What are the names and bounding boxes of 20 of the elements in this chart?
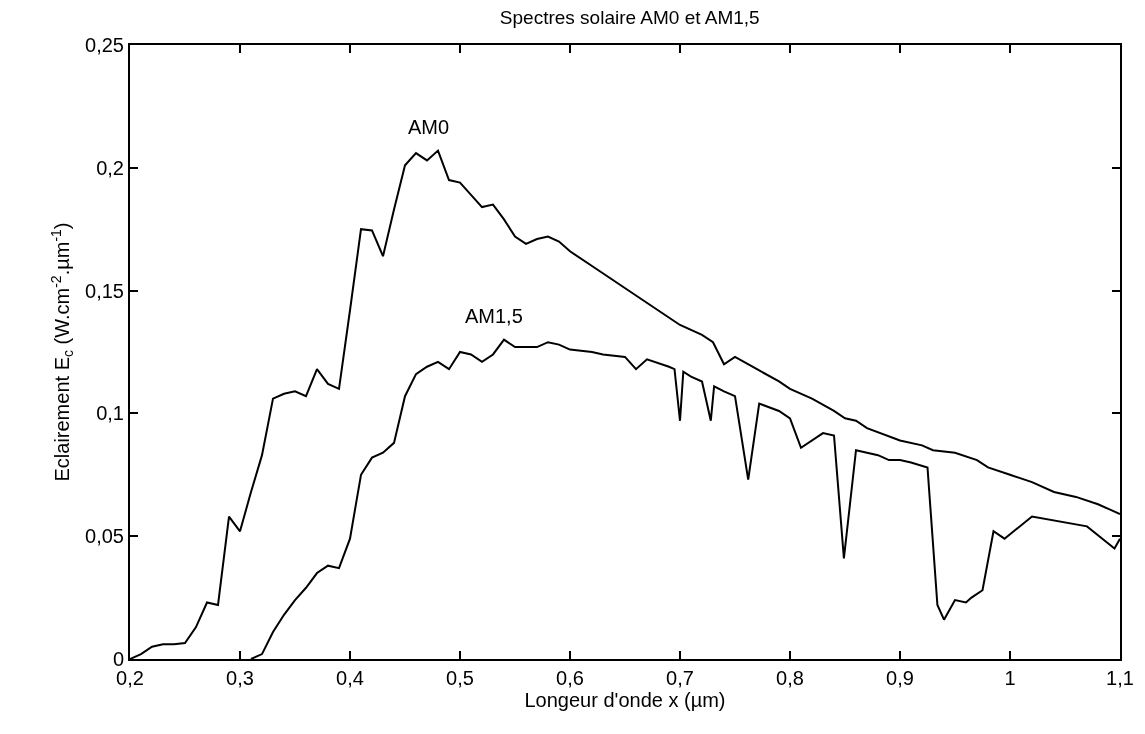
y-tick-label: 0,1 [96,402,124,425]
y-tick-label: 0,05 [85,525,124,548]
x-tick-label: 0,5 [446,667,474,689]
chart-title: Spectres solaire AM0 et AM1,5 [499,7,760,29]
x-tick-label: 0,3 [226,667,254,689]
x-tick-label: 1 [1004,667,1016,689]
annotation: AM0 [408,116,450,138]
x-tick-label: 0,2 [116,667,144,689]
annotation: AM1,5 [465,305,523,327]
x-tick-label: 0,6 [556,667,584,689]
x-tick-label: 0,8 [776,667,804,689]
y-tick-label: 0 [112,648,124,670]
x-tick-label: 0,4 [336,667,364,689]
y-tick-label: 0,25 [85,34,124,56]
x-tick-label: 0,7 [666,667,694,689]
x-tick-label: 1,1 [1106,667,1134,689]
x-axis-title: Longeur d'onde x (µm) [524,689,726,711]
x-tick-label: 0,9 [886,667,914,689]
y-tick-label: 0,2 [96,156,124,179]
y-tick-label: 0,15 [85,279,124,302]
